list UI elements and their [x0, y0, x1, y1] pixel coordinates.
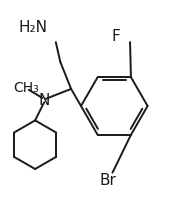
Text: CH₃: CH₃: [14, 81, 39, 95]
Text: Br: Br: [100, 173, 116, 188]
Text: N: N: [38, 93, 50, 108]
Text: F: F: [112, 29, 120, 44]
Text: H₂N: H₂N: [19, 20, 48, 35]
